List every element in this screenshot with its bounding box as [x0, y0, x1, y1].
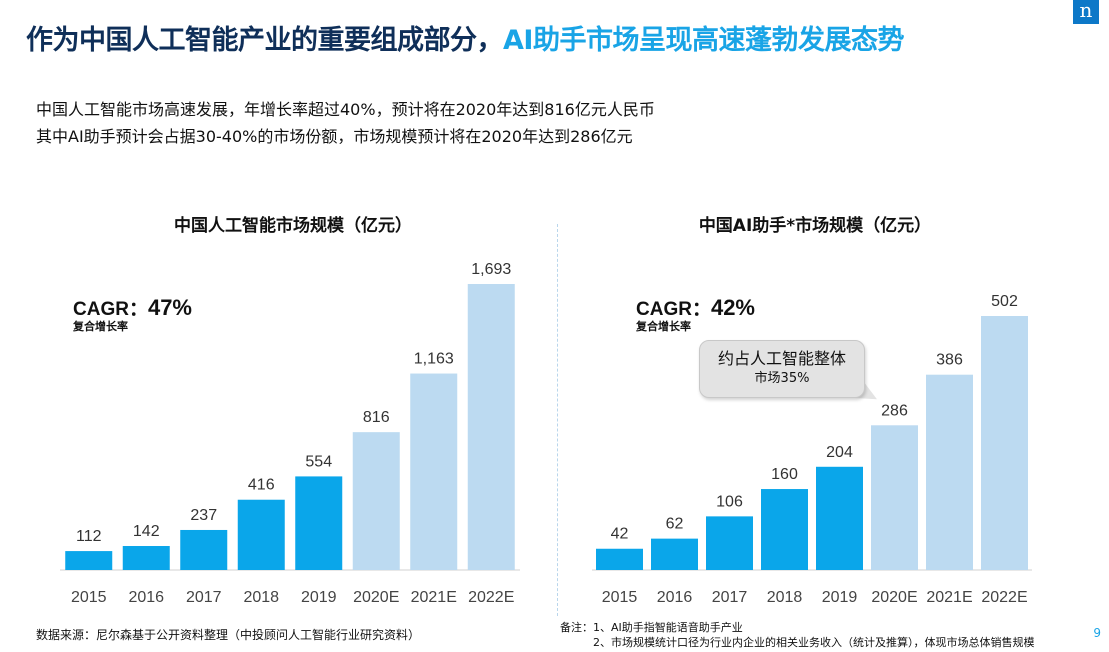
intro-line-1: 中国人工智能市场高速发展，年增长率超过40%，预计将在2020年达到816亿元人…: [36, 100, 655, 119]
value-label-2017: 237: [190, 507, 217, 524]
value-label-2021E: 1,163: [414, 351, 454, 368]
bar-2016: [651, 538, 698, 570]
bar-2021E: [410, 373, 458, 570]
footnotes: 备注：1、AI助手指智能语音助手产业 2、市场规模统计口径为行业内企业的相关业务…: [560, 620, 1035, 650]
page-title: 作为中国人工智能产业的重要组成部分，AI助手市场呈现高速蓬勃发展态势: [26, 18, 1066, 57]
chart-ai-market: 112 2015 142 2016 237 2017 416 2018 554 2019 816 20…: [60, 261, 520, 606]
value-label-2020E: 816: [363, 409, 390, 426]
page-title-part2: AI助手市场呈现高速蓬勃发展态势: [503, 25, 904, 56]
data-source: 数据来源：尼尔森基于公开资料整理（中投顾问人工智能行业研究资料）: [36, 628, 421, 642]
page-number: 9: [1093, 626, 1101, 640]
cagr-left-sub: 复合增长率: [73, 320, 128, 333]
value-label-2015: 42: [611, 526, 629, 543]
bar-2017: [180, 529, 228, 570]
value-label-2019: 554: [305, 453, 332, 470]
category-label-2020E: 2020E: [353, 589, 399, 606]
category-label-2021E: 2021E: [926, 589, 972, 606]
category-label-2022E: 2022E: [981, 589, 1027, 606]
bar-2020E: [352, 432, 400, 570]
cagr-right-value: 42%: [710, 295, 755, 320]
cagr-left-label: CAGR：: [73, 299, 148, 320]
cagr-right: CAGR：42% 复合增长率: [636, 294, 755, 334]
value-label-2019: 204: [826, 444, 853, 461]
category-label-2016: 2016: [657, 589, 693, 606]
category-label-2018: 2018: [767, 589, 803, 606]
bar-2022E: [467, 284, 515, 570]
value-label-2017: 106: [716, 493, 743, 510]
bar-2021E: [926, 374, 973, 570]
footnote-1: 备注：1、AI助手指智能语音助手产业: [560, 621, 743, 634]
bar-2019: [295, 476, 343, 570]
value-label-2016: 142: [133, 523, 160, 540]
chart-title-ai-assistant-market: 中国AI助手*市场规模（亿元）: [698, 216, 932, 236]
value-label-2015: 112: [76, 528, 102, 545]
chart-ai-assistant-market: 42 2015 62 2016 106 2017 160 2018 204 2019 286 2020…: [592, 293, 1032, 606]
value-label-2022E: 1,693: [471, 261, 511, 278]
bar-2020E: [871, 425, 918, 570]
value-label-2021E: 386: [936, 352, 963, 369]
page-title-part1: 作为中国人工智能产业的重要组成部分，: [26, 25, 504, 56]
cagr-right-sub: 复合增长率: [636, 320, 691, 333]
bar-2018: [761, 489, 808, 570]
bar-2017: [706, 516, 753, 570]
footnote-2: 2、市场规模统计口径为行业内企业的相关业务收入（统计及推算），体现市场总体销售规…: [593, 636, 1035, 649]
category-label-2021E: 2021E: [411, 589, 457, 606]
cagr-right-label: CAGR：: [636, 299, 711, 320]
bar-2019: [816, 466, 863, 570]
category-label-2017: 2017: [186, 589, 222, 606]
category-label-2022E: 2022E: [468, 589, 514, 606]
value-label-2016: 62: [666, 516, 684, 533]
intro-text: 中国人工智能市场高速发展，年增长率超过40%，预计将在2020年达到816亿元人…: [36, 96, 655, 150]
category-label-2015: 2015: [602, 589, 638, 606]
category-label-2015: 2015: [71, 589, 107, 606]
chart-title-ai-market: 中国人工智能市场规模（亿元）: [174, 216, 412, 236]
cagr-left: CAGR：47% 复合增长率: [73, 294, 192, 334]
callout-line-2: 市场35%: [754, 371, 810, 386]
category-label-2019: 2019: [301, 589, 337, 606]
value-label-2018: 416: [248, 477, 275, 494]
intro-line-2: 其中AI助手预计会占据30-40%的市场份额，市场规模预计将在2020年达到28…: [36, 127, 633, 146]
category-label-2016: 2016: [128, 589, 164, 606]
chart-divider: [557, 224, 558, 616]
value-label-2022E: 502: [991, 293, 1018, 310]
category-label-2017: 2017: [712, 589, 748, 606]
bar-2018: [237, 499, 285, 570]
bar-2015: [596, 548, 643, 570]
brand-logo: n: [1073, 0, 1099, 24]
bar-2016: [122, 546, 170, 570]
cagr-left-value: 47%: [147, 295, 192, 320]
callout-share: 约占人工智能整体 市场35%: [699, 340, 865, 398]
category-label-2019: 2019: [822, 589, 858, 606]
callout-line-1: 约占人工智能整体: [717, 349, 846, 368]
category-label-2018: 2018: [243, 589, 279, 606]
bar-2022E: [981, 316, 1028, 570]
category-label-2020E: 2020E: [871, 589, 917, 606]
value-label-2018: 160: [771, 466, 798, 483]
bar-2015: [65, 551, 113, 570]
value-label-2020E: 286: [881, 402, 908, 419]
